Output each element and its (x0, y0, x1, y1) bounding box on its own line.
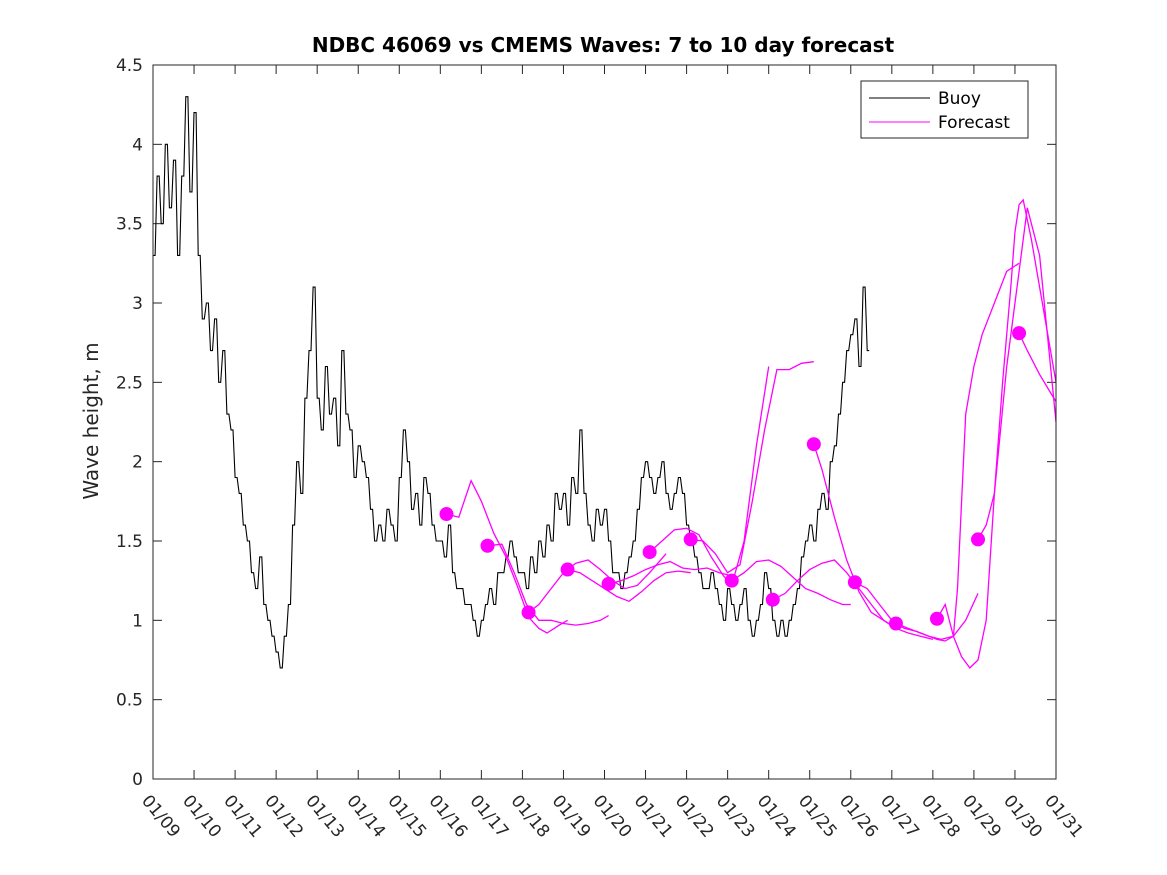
x-tick-label: 01/25 (794, 791, 841, 841)
y-tick-label: 3 (132, 294, 143, 314)
x-tick-label: 01/15 (383, 791, 430, 841)
forecast-marker (806, 437, 821, 452)
y-tick-label: 2 (132, 453, 143, 473)
x-tick-label: 01/29 (958, 791, 1005, 841)
forecast-marker (724, 573, 739, 588)
forecast-marker (521, 605, 536, 620)
forecast-marker (601, 576, 616, 591)
x-tick-label: 01/23 (712, 791, 759, 841)
forecast-marker (1012, 326, 1027, 341)
forecast-line-6 (649, 366, 770, 587)
x-tick-label: 01/19 (548, 791, 595, 841)
forecast-line-14 (977, 198, 1056, 540)
forecast-line-12 (895, 262, 1020, 642)
x-tick-label: 01/31 (1040, 791, 1087, 841)
legend-forecast-label: Forecast (938, 113, 1010, 133)
y-tick-label: 4.5 (116, 56, 143, 76)
y-axis-label: Wave height, m (79, 342, 103, 499)
legend-buoy-label: Buoy (938, 89, 981, 109)
legend: Buoy Forecast (860, 80, 1029, 139)
forecast-line-10 (813, 444, 934, 641)
forecast-marker (929, 611, 944, 626)
forecast-series-group (446, 198, 1056, 669)
forecast-line-1 (446, 479, 568, 634)
axis-tick-labels: 0 0.5 1 1.5 2 2.5 3 3.5 4 4.5 01/0901/1001/1101/12… (116, 56, 1087, 842)
forecast-line-7 (690, 361, 814, 574)
chart-title: NDBC 46069 vs CMEMS Waves: 7 to 10 day f… (312, 33, 895, 57)
y-tick-label: 0 (132, 770, 143, 790)
x-tick-label: 01/17 (466, 791, 513, 841)
forecast-marker (439, 507, 454, 522)
x-tick-label: 01/22 (671, 791, 718, 841)
y-tick-label: 1.5 (116, 532, 143, 552)
x-tick-label: 01/14 (342, 791, 389, 841)
forecast-marker (642, 545, 657, 560)
y-tick-label: 0.5 (116, 691, 143, 711)
y-tick-label: 1 (132, 611, 143, 631)
x-tick-label: 01/10 (178, 791, 225, 841)
forecast-line-4 (567, 568, 691, 603)
x-tick-label: 01/24 (753, 791, 800, 841)
forecast-marker (765, 592, 780, 607)
forecast-markers (439, 326, 1027, 631)
forecast-line-9 (772, 559, 897, 629)
x-tick-label: 01/13 (301, 791, 348, 841)
axis-ticks (152, 64, 1057, 780)
x-tick-label: 01/09 (137, 791, 184, 841)
buoy-series (153, 96, 870, 669)
x-tick-label: 01/20 (589, 791, 636, 841)
x-tick-label: 01/11 (219, 791, 266, 841)
forecast-line-5 (608, 560, 732, 585)
forecast-line-8 (731, 559, 851, 606)
forecast-line-3 (528, 553, 667, 613)
x-tick-label: 01/18 (507, 791, 554, 841)
forecast-line-15 (1018, 332, 1056, 402)
forecast-line-2 (487, 543, 609, 626)
y-tick-label: 2.5 (116, 373, 143, 393)
y-tick-label: 3.5 (116, 215, 143, 235)
buoy-line (153, 96, 870, 669)
forecast-marker (683, 532, 698, 547)
x-tick-label: 01/12 (260, 791, 307, 841)
x-tick-label: 01/27 (876, 791, 923, 841)
forecast-marker (847, 575, 862, 590)
forecast-marker (971, 532, 986, 547)
forecast-marker (888, 616, 903, 631)
legend-box (860, 80, 1029, 139)
plot-area-frame (152, 64, 1057, 780)
x-tick-label: 01/28 (917, 791, 964, 841)
x-tick-label: 01/26 (835, 791, 882, 841)
x-tick-label: 01/21 (630, 791, 677, 841)
forecast-line-13 (936, 207, 1056, 669)
x-tick-label: 01/30 (999, 791, 1046, 841)
y-tick-label: 4 (132, 135, 143, 155)
forecast-marker (480, 538, 495, 553)
x-tick-label: 01/16 (424, 791, 471, 841)
forecast-marker (560, 562, 575, 577)
